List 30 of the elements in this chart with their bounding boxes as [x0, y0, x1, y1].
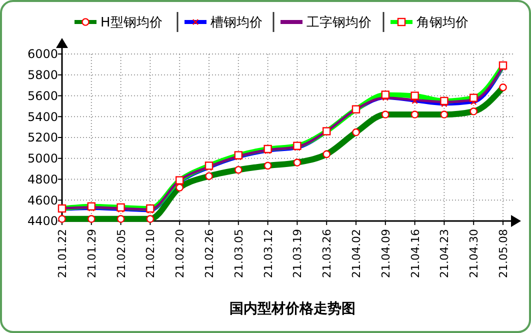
y-tick-label: 5800 — [27, 68, 58, 82]
x-tick-label: 21.05.08 — [497, 229, 510, 278]
x-tick-label: 21.02.05 — [114, 229, 128, 278]
legend-label: 槽钢均价 — [210, 16, 262, 31]
x-tick-label: 21.02.20 — [174, 229, 187, 278]
x-tick-label: 21.04.09 — [379, 229, 392, 278]
text: 国内型材价格走势图 — [230, 301, 356, 317]
y-tick-label: 4600 — [27, 193, 58, 208]
x-tick-label: 21.04.16 — [408, 229, 422, 278]
y-tick-label: 5000 — [27, 152, 58, 166]
x-tick-label: 21.04.23 — [438, 229, 452, 278]
x-tick-label: 21.03.05 — [232, 229, 246, 278]
x-tick-label: 21.02.10 — [144, 229, 158, 278]
y-tick-label: 5200 — [27, 130, 58, 145]
x-tick-label: 21.02.26 — [203, 229, 216, 278]
x-tick-label: 21.04.02 — [350, 229, 363, 278]
legend-label: H型钢均价 — [100, 16, 162, 31]
x-tick-label: 21.04.30 — [468, 229, 481, 278]
y-tick-label: 5400 — [27, 110, 58, 124]
x-tick-label: 21.03.19 — [291, 229, 304, 278]
y-tick-label: 4400 — [27, 214, 58, 228]
x-tick-label: 21.03.12 — [262, 229, 275, 278]
x-tick-label: 21.01.22 — [56, 229, 69, 278]
y-tick-label: 5600 — [27, 88, 58, 103]
x-tick-label: 21.01.29 — [85, 229, 98, 278]
x-tick-label: 21.03.26 — [320, 229, 334, 278]
y-tick-label: 6000 — [27, 47, 58, 62]
legend-label: 工字钢均价 — [306, 14, 372, 31]
legend-label: 角钢均价 — [416, 16, 468, 31]
y-tick-label: 4800 — [27, 172, 58, 186]
